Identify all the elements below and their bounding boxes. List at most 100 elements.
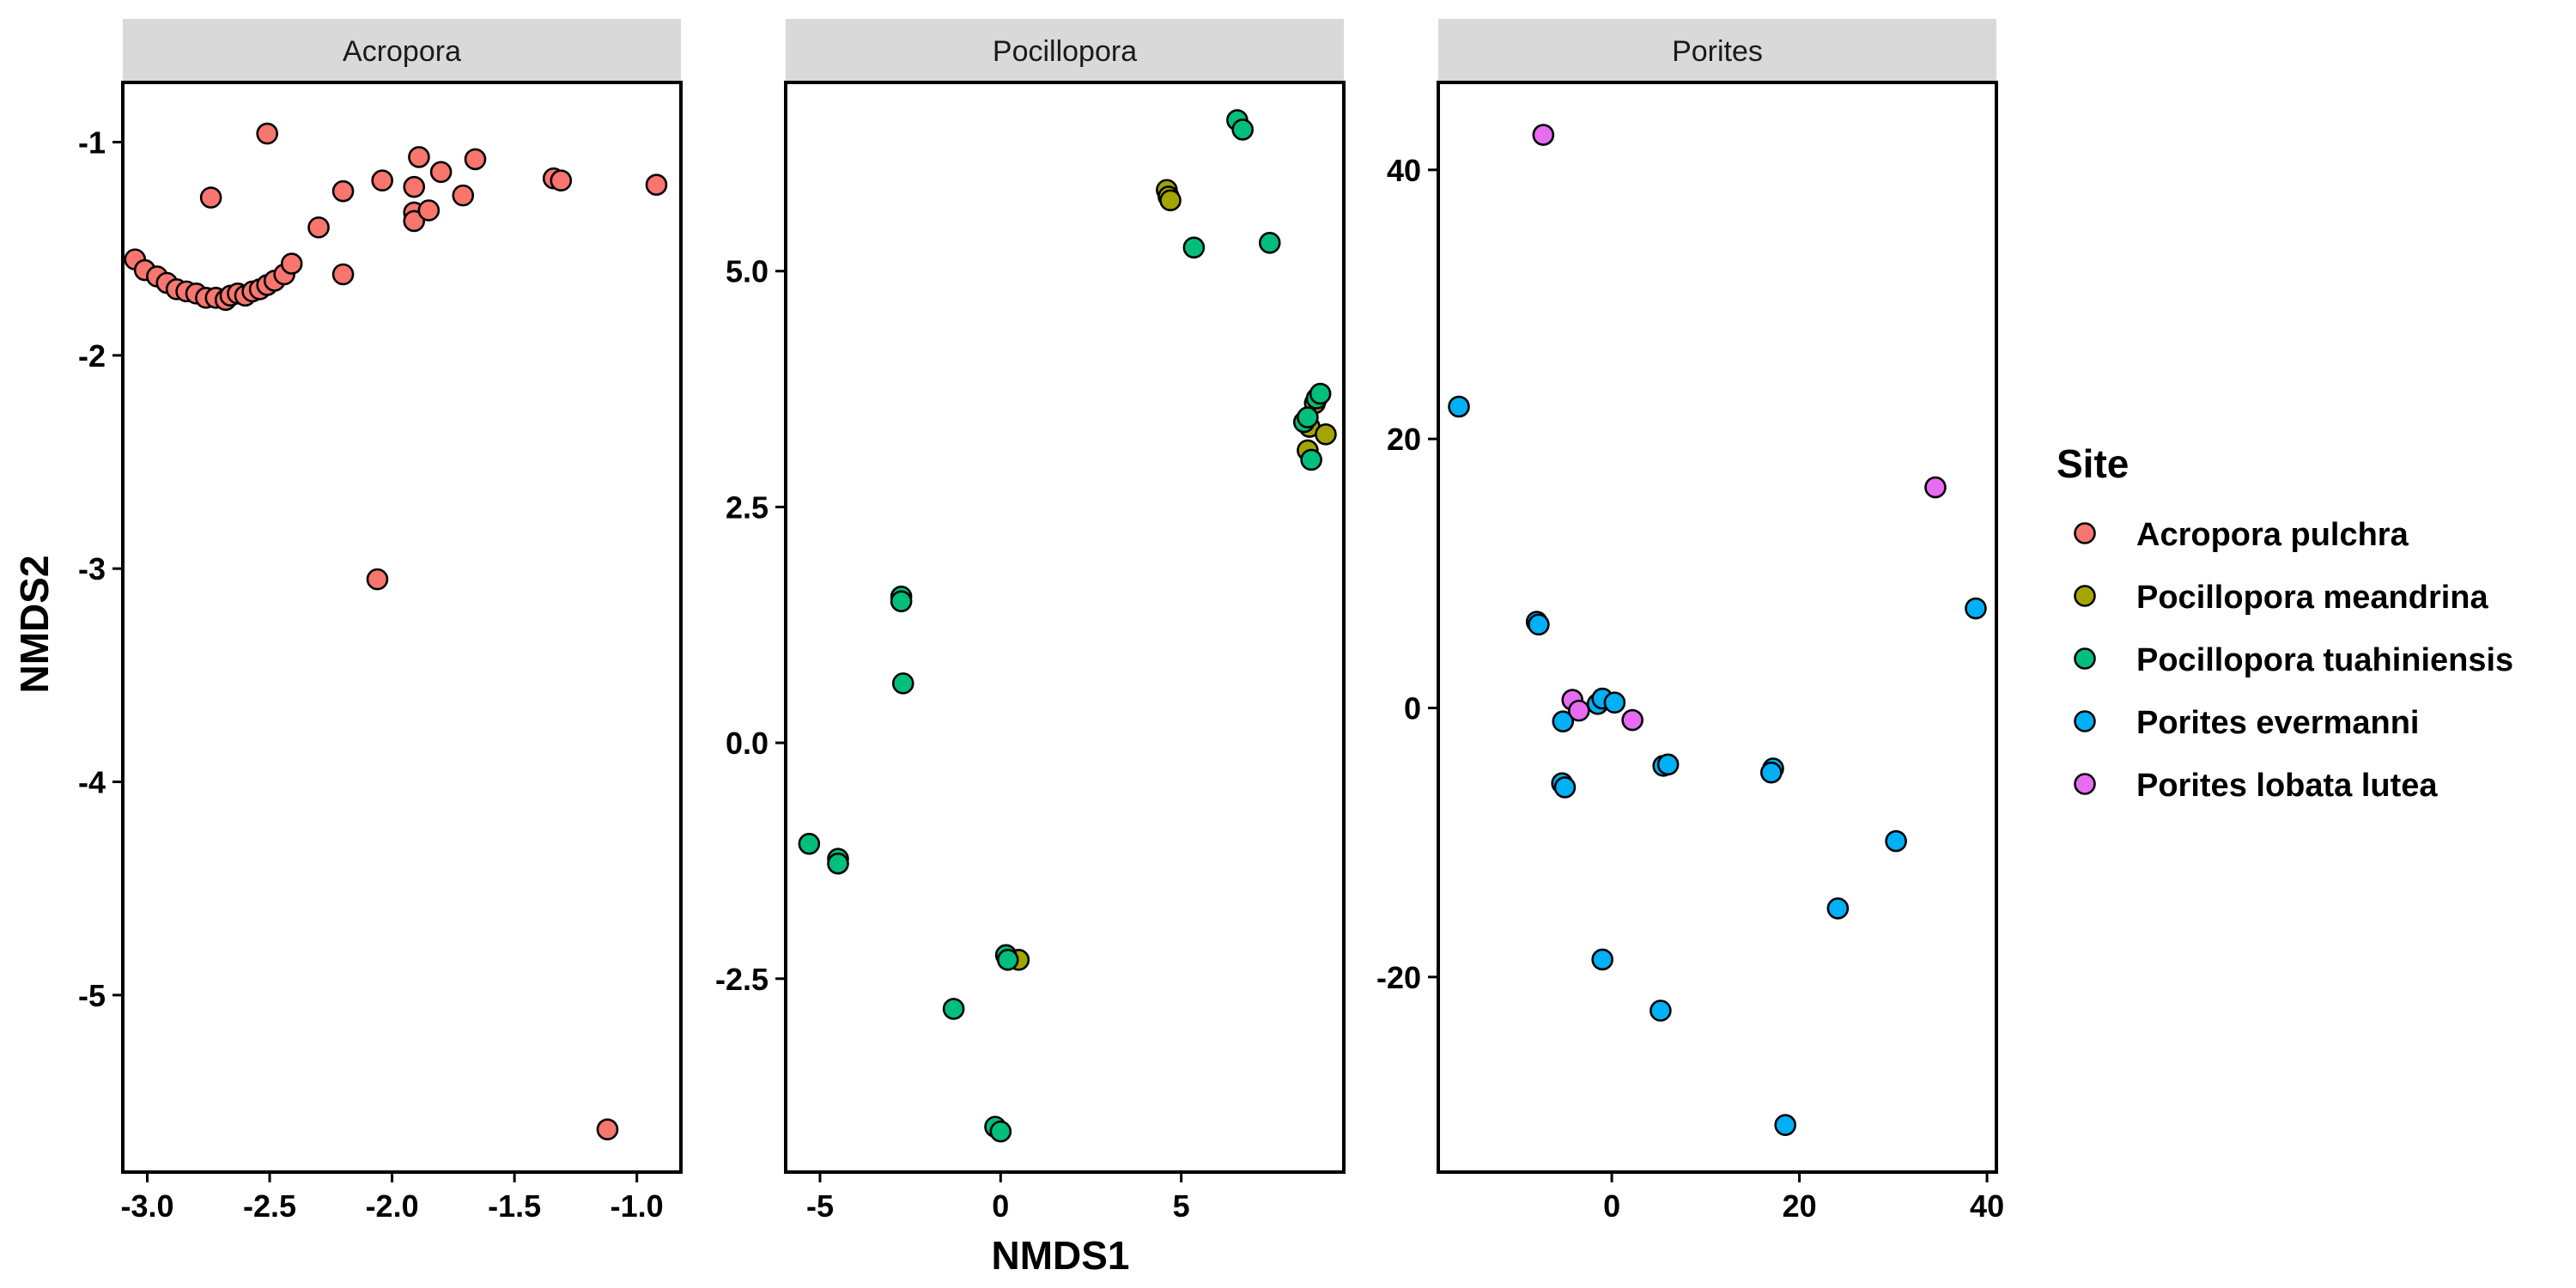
point-pocillopora-tuahiniensis — [1300, 448, 1322, 471]
point-pocillopora-tuahiniensis — [989, 1120, 1012, 1143]
y-tick-label: -4 — [78, 765, 106, 800]
x-tick-label: 5 — [1173, 1188, 1190, 1224]
point-acropora-pulchra — [645, 173, 668, 197]
y-tick-label: -1 — [78, 125, 106, 161]
y-tick-label: -2.5 — [715, 962, 769, 997]
legend-label: Pocillopora tuahiniensis — [2136, 642, 2513, 678]
legend-title: Site — [2057, 441, 2129, 486]
y-axis: -20 0 20 40 — [1376, 153, 1438, 995]
point-pocillopora-meandrina — [1159, 189, 1182, 212]
y-tick-label: 2.5 — [726, 489, 769, 525]
point-porites-evermanni — [1656, 753, 1680, 776]
point-acropora-pulchra — [464, 148, 487, 171]
y-tick-label: 40 — [1387, 153, 1421, 188]
point-acropora-pulchra — [550, 169, 573, 192]
x-tick-label: -1.5 — [488, 1188, 541, 1224]
point-acropora-pulchra — [256, 122, 279, 145]
facet-strip — [786, 19, 1344, 82]
panel-pocillopora: Pocillopora -5 0 5 -2.5 0.0 2.5 5.0 — [715, 19, 1346, 1224]
point-acropora-pulchra — [429, 161, 453, 184]
point-acropora-pulchra — [403, 210, 426, 233]
facet-panels: Acropora -3.0 -2.5 -2.0 -1.5 -1.0 -5 -4 -3 -2 -1 Po… — [78, 19, 2004, 1224]
point-porites-evermanni — [1826, 897, 1850, 920]
facet-strip — [123, 19, 681, 82]
point-acropora-pulchra — [280, 252, 303, 275]
panel-acropora: Acropora -3.0 -2.5 -2.0 -1.5 -1.0 -5 -4 -3 -2 -1 — [78, 19, 683, 1224]
data-points — [1448, 124, 1987, 1136]
plot-area — [1438, 82, 1996, 1172]
data-points — [124, 122, 668, 1141]
point-acropora-pulchra — [408, 146, 430, 168]
y-tick-label: -5 — [78, 978, 106, 1013]
legend-item-porites-evermanni: Porites evermanni — [2074, 705, 2419, 741]
panel-border — [1437, 81, 1998, 1174]
legend-key — [2074, 710, 2096, 732]
point-pocillopora-tuahiniensis — [1258, 231, 1281, 254]
point-pocillopora-tuahiniensis — [1309, 382, 1332, 405]
panel-border — [121, 81, 683, 1174]
x-axis: 0 20 40 — [1603, 1172, 2004, 1224]
point-pocillopora-tuahiniensis — [1182, 236, 1206, 259]
facet-strip-label: Porites — [1672, 35, 1763, 68]
x-tick-label: -5 — [806, 1188, 834, 1224]
point-porites-evermanni — [1965, 597, 1987, 620]
legend-label: Porites evermanni — [2136, 705, 2419, 741]
legend-key — [2074, 585, 2096, 607]
point-porites-evermanni — [1649, 999, 1672, 1022]
point-pocillopora-tuahiniensis — [890, 590, 913, 613]
facet-strip-label: Pocillopora — [993, 35, 1137, 68]
legend-label: Porites lobata lutea — [2136, 768, 2438, 804]
legend-label: Acropora pulchra — [2136, 517, 2409, 553]
plot-area — [786, 82, 1344, 1172]
point-pocillopora-meandrina — [1315, 423, 1337, 446]
y-tick-label: 5.0 — [726, 254, 769, 289]
y-tick-label: 20 — [1387, 422, 1421, 457]
point-acropora-pulchra — [596, 1118, 619, 1141]
point-porites-evermanni — [1448, 395, 1470, 418]
x-tick-label: 0 — [992, 1188, 1009, 1224]
x-tick-label: -3.0 — [120, 1188, 173, 1224]
point-porites-evermanni — [1553, 776, 1577, 799]
y-tick-label: 0 — [1404, 691, 1421, 726]
legend-item-acropora-pulchra: Acropora pulchra — [2074, 517, 2409, 553]
point-porites-evermanni — [1552, 710, 1575, 732]
point-pocillopora-tuahiniensis — [942, 998, 965, 1020]
point-porites-evermanni — [1603, 691, 1626, 714]
y-axis-title: NMDS2 — [12, 555, 57, 693]
legend: Site Acropora pulchra Pocillopora meandri… — [2057, 441, 2513, 804]
point-acropora-pulchra — [331, 263, 355, 286]
panel-porites: Porites 0 20 40 -20 0 20 40 — [1376, 19, 2004, 1224]
point-porites-lobata-lutea — [1621, 708, 1643, 732]
x-axis: -5 0 5 — [806, 1172, 1190, 1224]
x-tick-label: 40 — [1970, 1188, 2004, 1224]
point-porites-evermanni — [1885, 829, 1907, 853]
y-axis: -5 -4 -3 -2 -1 — [78, 125, 123, 1013]
x-axis-title: NMDS1 — [991, 1233, 1129, 1278]
y-axis: -2.5 0.0 2.5 5.0 — [715, 254, 786, 997]
legend-label: Pocillopora meandrina — [2136, 580, 2489, 616]
point-pocillopora-tuahiniensis — [827, 852, 849, 875]
point-porites-evermanni — [1774, 1114, 1797, 1136]
point-acropora-pulchra — [199, 186, 222, 209]
legend-item-pocillopora-meandrina: Pocillopora meandrina — [2074, 580, 2489, 616]
point-acropora-pulchra — [331, 179, 355, 203]
x-axis: -3.0 -2.5 -2.0 -1.5 -1.0 — [120, 1172, 664, 1224]
point-pocillopora-tuahiniensis — [1297, 406, 1319, 428]
point-porites-lobata-lutea — [1568, 699, 1590, 722]
x-tick-label: 20 — [1783, 1188, 1817, 1224]
point-porites-evermanni — [1591, 948, 1613, 971]
plot-area — [123, 82, 681, 1172]
legend-key — [2074, 773, 2096, 795]
facet-strip — [1438, 19, 1996, 82]
legend-key — [2074, 647, 2096, 670]
legend-item-pocillopora-tuahiniensis: Pocillopora tuahiniensis — [2074, 642, 2513, 678]
point-pocillopora-tuahiniensis — [1231, 118, 1255, 141]
point-acropora-pulchra — [366, 568, 389, 591]
panel-border — [784, 81, 1346, 1174]
x-tick-label: -1.0 — [611, 1188, 664, 1224]
point-acropora-pulchra — [371, 169, 393, 192]
point-acropora-pulchra — [403, 175, 426, 198]
data-points — [798, 109, 1337, 1143]
point-pocillopora-tuahiniensis — [891, 672, 914, 695]
